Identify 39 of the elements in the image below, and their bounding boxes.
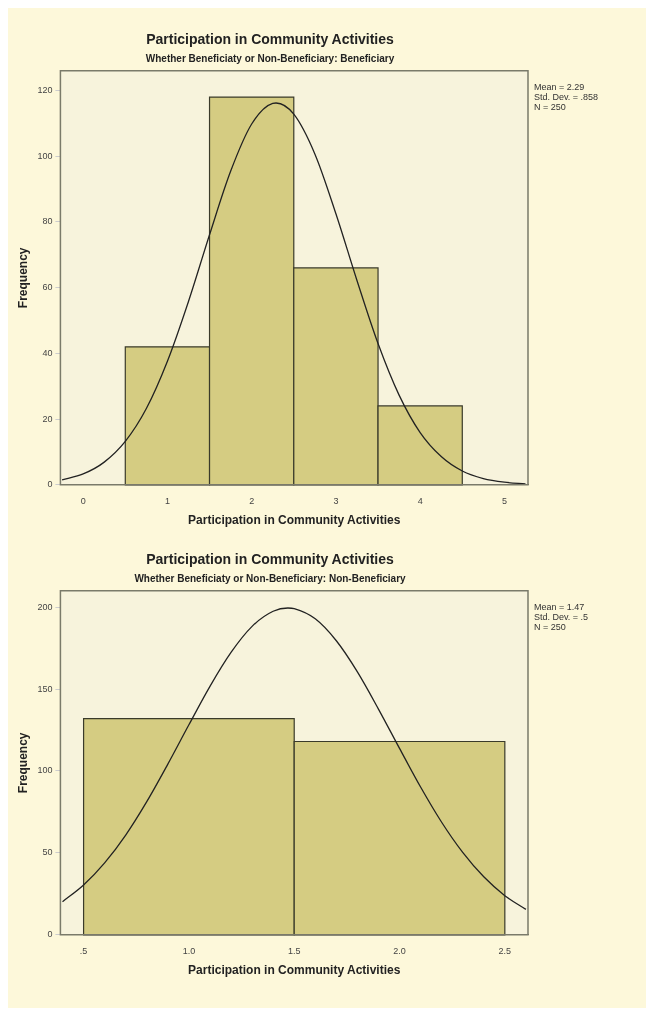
x-tick-label: 0: [80, 495, 86, 506]
y-tick-label: 100: [37, 150, 53, 161]
line-series: [61, 102, 527, 485]
y-tick-label: 200: [37, 601, 53, 612]
x-tick-label: 4: [417, 495, 423, 506]
x-tick-label: 1.0: [182, 945, 196, 956]
y-tick-label: 0: [47, 929, 53, 940]
x-tick-label: 1: [164, 495, 170, 506]
x-tick-label: 1.5: [287, 945, 301, 956]
y-tick-label: 40: [42, 347, 53, 358]
x-axis-title: Participation in Community Activities: [188, 513, 401, 528]
x-tick-label: .5: [79, 945, 88, 956]
text: Mean = 2.29: [534, 81, 585, 92]
x-tick-label: 2.0: [393, 945, 406, 956]
y-tick-label: 150: [37, 683, 53, 694]
x-tick-label: 5: [501, 495, 507, 506]
y-tick-label: 60: [42, 282, 53, 293]
x-tick-label: 2.5: [498, 945, 512, 956]
y-tick-label: 120: [37, 85, 53, 95]
y-tick-label: 80: [42, 216, 53, 227]
text: N = 250: [534, 101, 566, 112]
text: Mean = 1.47: [534, 601, 585, 612]
chart-title: Participation in Community Activities: [146, 551, 395, 568]
y-tick-label: 20: [42, 413, 53, 424]
chart-subtitle: Whether Beneficiaty or Non-Beneficiary: Beneficiary: [145, 52, 395, 64]
y-axis-title: Frequency: [15, 247, 30, 309]
x-tick-label: 2: [249, 495, 255, 506]
y-axis-title: Frequency: [15, 732, 30, 794]
y-tick-label: 50: [42, 847, 53, 858]
x-axis-title: Participation in Community Activities: [188, 963, 401, 978]
text: Std. Dev. = .858: [534, 91, 599, 102]
text: N = 250: [534, 621, 566, 632]
y-tick-label: 100: [37, 765, 53, 776]
chart-title: Participation in Community Activities: [146, 31, 395, 48]
chart-subtitle: Whether Beneficiaty or Non-Beneficiary: Non-Beneficiary: [134, 572, 407, 584]
line-series: [61, 607, 527, 911]
y-tick-label: 0: [47, 479, 53, 490]
x-tick-label: 3: [333, 495, 339, 506]
text: Std. Dev. = .5: [534, 611, 589, 622]
